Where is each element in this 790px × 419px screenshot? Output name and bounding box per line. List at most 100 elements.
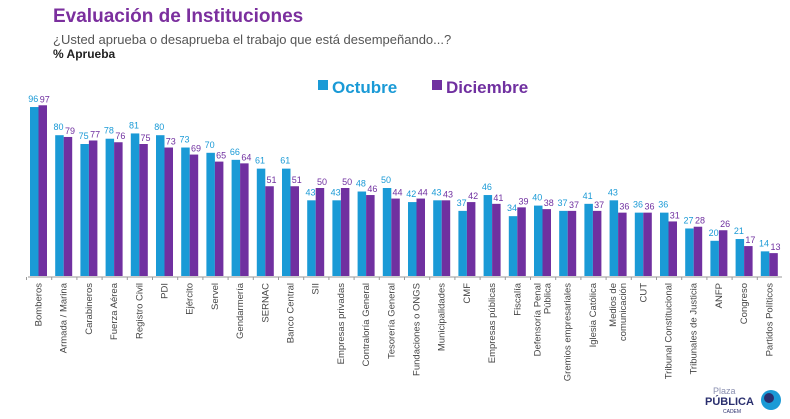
category-label: ANFP: [714, 283, 725, 308]
bar-diciembre: [592, 210, 602, 276]
bar-octubre: [408, 202, 417, 276]
category-label: SERNAC: [260, 283, 271, 323]
category-label: Fundaciones o ONGS: [412, 283, 423, 376]
data-label: 26: [720, 219, 730, 229]
bar-diciembre: [618, 212, 627, 276]
bar-diciembre: [164, 147, 173, 276]
bar-diciembre: [567, 210, 577, 276]
bar-octubre: [206, 152, 215, 276]
bar-diciembre: [391, 198, 400, 276]
data-label: 43: [443, 189, 453, 199]
data-label: 37: [594, 200, 604, 210]
bar-octubre: [181, 147, 190, 276]
svg-text:PÚBLICA: PÚBLICA: [705, 395, 754, 408]
data-label: 20: [709, 228, 719, 238]
data-label: 39: [519, 196, 529, 206]
data-label: 69: [191, 144, 201, 154]
category-label: PDI: [160, 283, 171, 299]
data-label: 61: [280, 156, 290, 166]
category-label: Fuerza Aérea: [109, 282, 120, 340]
data-label: 78: [104, 126, 114, 136]
category-label: Empresas públicas: [487, 283, 498, 364]
bar-octubre: [483, 195, 493, 276]
bar-octubre: [357, 191, 367, 276]
data-label: 51: [267, 175, 277, 185]
data-label: 43: [305, 187, 315, 197]
bar-octubre: [30, 107, 39, 276]
category-label: Congreso: [739, 283, 750, 324]
bar-octubre: [760, 251, 770, 276]
bar-octubre: [710, 240, 719, 276]
category-label: Servel: [210, 283, 221, 310]
data-label: 36: [645, 202, 655, 212]
data-label: 36: [633, 200, 643, 210]
bar-octubre: [55, 135, 64, 276]
category-label: SII: [311, 283, 322, 295]
data-label: 66: [230, 147, 240, 157]
legend-label-diciembre: Diciembre: [446, 78, 528, 97]
data-label: 43: [608, 187, 618, 197]
bar-octubre: [584, 203, 593, 276]
bar-diciembre: [265, 186, 274, 276]
bar-octubre: [508, 216, 518, 276]
data-label: 77: [90, 129, 100, 139]
category-label: Municipalidades: [437, 283, 448, 351]
data-label: 43: [331, 187, 341, 197]
legend-label-octubre: Octubre: [332, 78, 397, 97]
data-label: 37: [569, 200, 579, 210]
category-label: Pública: [543, 282, 554, 314]
bar-diciembre: [441, 200, 451, 276]
category-label: Bomberos: [34, 283, 45, 327]
data-label: 50: [317, 177, 327, 187]
bar-diciembre: [718, 230, 728, 276]
bar-octubre: [534, 205, 543, 276]
data-label: 42: [406, 189, 416, 199]
data-label: 48: [356, 179, 366, 189]
category-label: Fiscalía: [512, 282, 523, 315]
data-label: 76: [115, 131, 125, 141]
bar-diciembre: [693, 226, 703, 276]
category-label: Gremios empresariales: [563, 283, 574, 381]
bar-diciembre: [466, 202, 476, 276]
bar-diciembre: [769, 253, 778, 276]
bar-octubre: [660, 212, 669, 276]
bar-diciembre: [492, 203, 501, 276]
data-label: 41: [583, 191, 593, 201]
data-label: 96: [28, 94, 38, 104]
category-label: CMF: [462, 283, 473, 304]
data-label: 13: [771, 242, 781, 252]
bar-octubre: [735, 239, 745, 276]
data-label: 51: [292, 175, 302, 185]
data-label: 27: [683, 215, 693, 225]
data-label: 14: [759, 238, 769, 248]
bar-diciembre: [542, 209, 551, 276]
data-label: 75: [141, 133, 151, 143]
data-label: 81: [129, 120, 139, 130]
bar-octubre: [156, 135, 165, 276]
data-label: 40: [532, 193, 542, 203]
bar-diciembre: [214, 161, 224, 276]
bar-octubre: [685, 228, 694, 276]
bar-diciembre: [38, 105, 47, 276]
bar-octubre: [307, 200, 316, 276]
bar-octubre: [282, 168, 291, 276]
category-label: Tribunales de Justicia: [689, 282, 700, 374]
unit-label: % Aprueba: [53, 47, 116, 61]
data-label: 37: [557, 198, 567, 208]
bar-octubre: [609, 200, 619, 276]
data-label: 97: [40, 94, 50, 104]
plaza-publica-logo: Plaza PÚBLICA CADEM: [705, 386, 781, 415]
data-label: 50: [342, 177, 352, 187]
data-label: 46: [367, 184, 377, 194]
category-label: Contraloría General: [361, 283, 372, 366]
bar-octubre: [634, 212, 644, 276]
data-label: 44: [393, 188, 403, 198]
bar-octubre: [80, 144, 89, 276]
bar-diciembre: [114, 142, 123, 276]
category-label: Armada / Marina: [59, 282, 70, 353]
bar-diciembre: [416, 198, 425, 276]
data-label: 38: [544, 198, 554, 208]
legend-swatch-octubre: [318, 80, 328, 90]
data-label: 80: [53, 122, 63, 132]
bar-diciembre: [366, 195, 375, 276]
